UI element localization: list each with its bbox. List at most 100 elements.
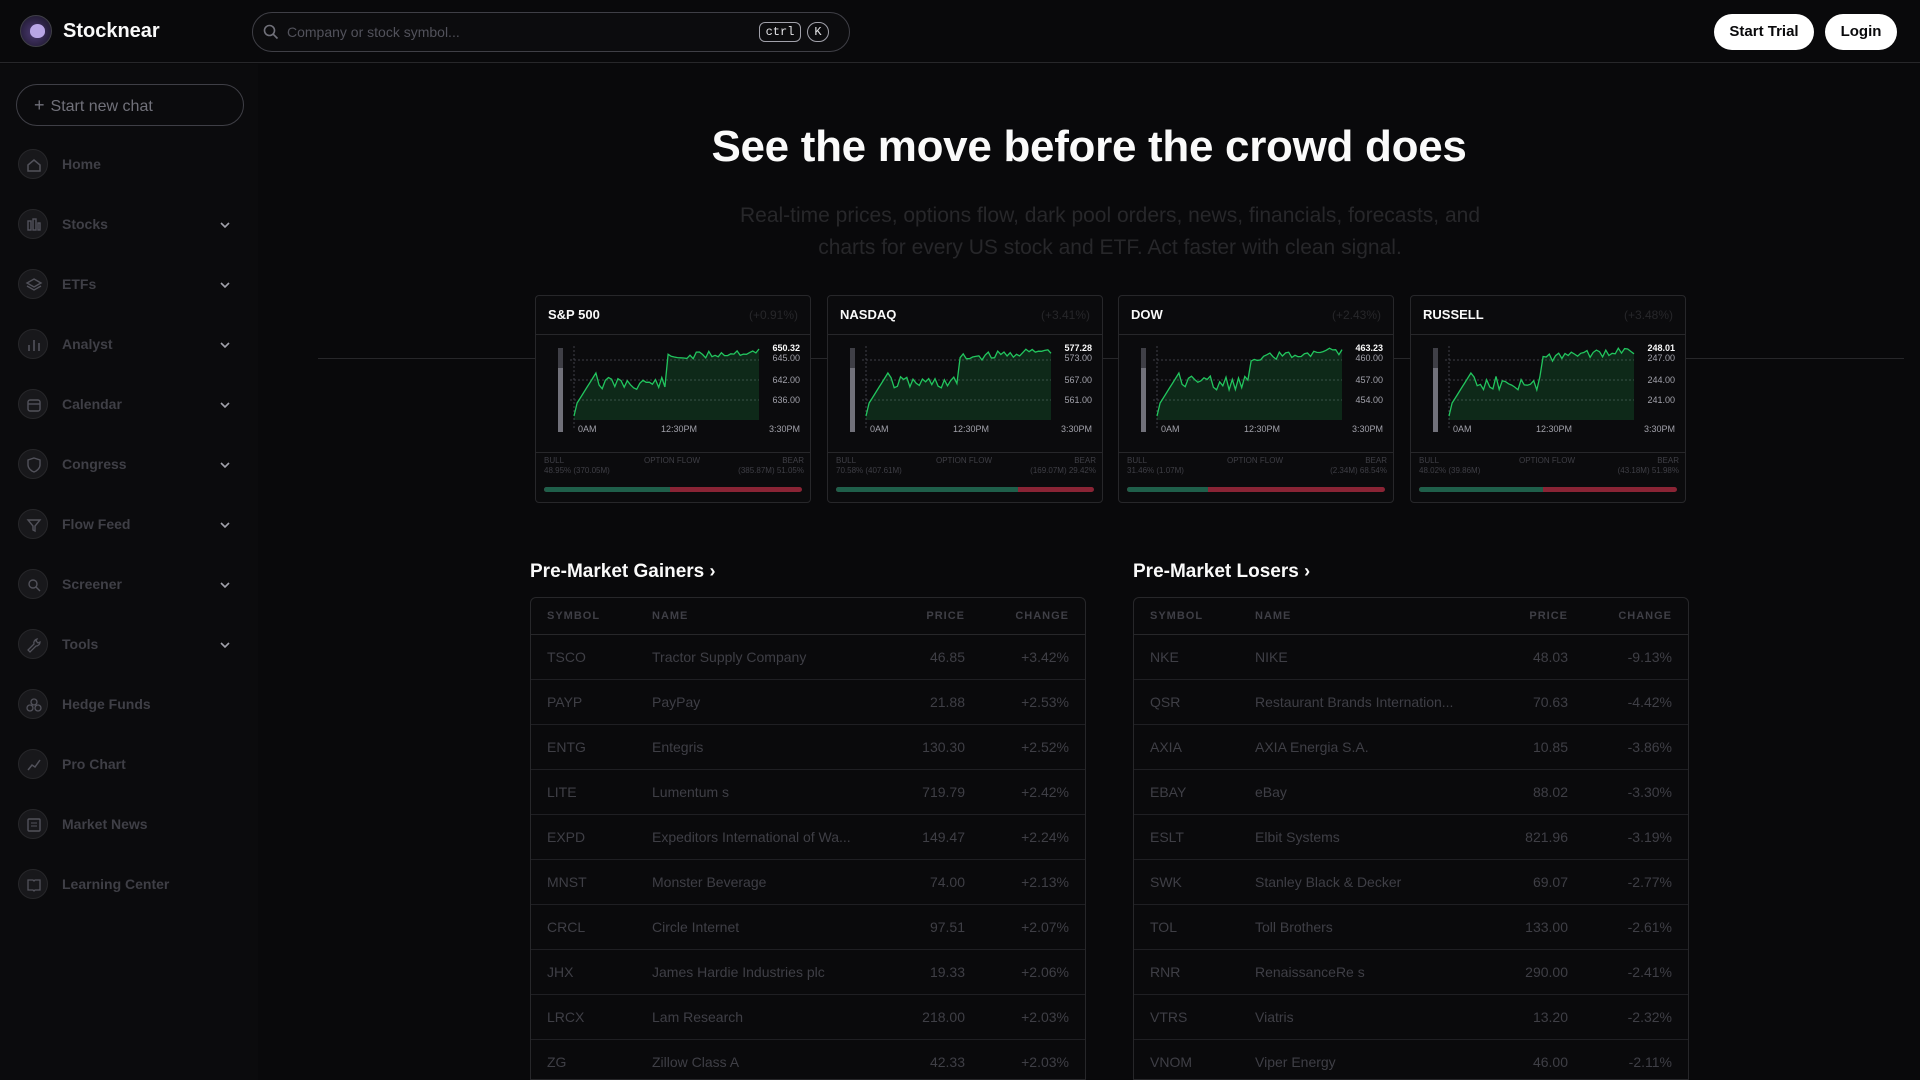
- chevron-down-icon[interactable]: [218, 518, 232, 532]
- cell-symbol[interactable]: SWK: [1150, 874, 1182, 890]
- sidebar-item-home[interactable]: Home: [16, 146, 242, 186]
- column-header-price[interactable]: PRICE: [1529, 610, 1568, 622]
- cell-symbol[interactable]: JHX: [547, 964, 574, 980]
- table-row[interactable]: SWK Stanley Black & Decker 69.07 -2.77%: [1134, 860, 1688, 905]
- option-flow-summary: BULL OPTION FLOW BEAR 48.95% (370.05M) (385.…: [544, 456, 804, 475]
- table-row[interactable]: QSR Restaurant Brands Internation... 70.63…: [1134, 680, 1688, 725]
- table-row[interactable]: NKE NIKE 48.03 -9.13%: [1134, 635, 1688, 680]
- chevron-down-icon[interactable]: [218, 338, 232, 352]
- cell-symbol[interactable]: VTRS: [1150, 1009, 1188, 1025]
- chevron-down-icon[interactable]: [218, 278, 232, 292]
- volume-bar: [1433, 368, 1438, 432]
- table-row[interactable]: AXIA AXIA Energia S.A. 10.85 -3.86%: [1134, 725, 1688, 770]
- column-header-name[interactable]: NAME: [652, 610, 689, 622]
- index-name: NASDAQ: [840, 307, 897, 322]
- sidebar-item-label: Market News: [62, 816, 148, 832]
- cell-symbol[interactable]: QSR: [1150, 694, 1181, 710]
- index-card-russell[interactable]: RUSSELL (+3.48%) 248.01 247.00 244.00 241.00 0…: [1410, 295, 1686, 503]
- table-row[interactable]: TSCO Tractor Supply Company 46.85 +3.42%: [531, 635, 1085, 680]
- search-input[interactable]: [287, 21, 727, 43]
- sidebar-item-tools[interactable]: Tools: [16, 626, 242, 666]
- index-change: (+3.41%): [1040, 308, 1090, 322]
- cell-name: Viper Energy: [1255, 1054, 1336, 1070]
- cell-symbol[interactable]: MNST: [547, 874, 587, 890]
- cell-symbol[interactable]: ESLT: [1150, 829, 1184, 845]
- cell-symbol[interactable]: LRCX: [547, 1009, 585, 1025]
- index-card-dow[interactable]: DOW (+2.43%) 463.23 460.00 457.00 454.00 0AM 12…: [1118, 295, 1394, 503]
- logo-icon[interactable]: [20, 15, 52, 47]
- volume-bar: [850, 368, 855, 432]
- cell-symbol[interactable]: RNR: [1150, 964, 1181, 980]
- table-row[interactable]: VNOM Viper Energy 46.00 -2.11%: [1134, 1040, 1688, 1079]
- sidebar-item-learning-center[interactable]: Learning Center: [16, 866, 242, 906]
- sidebar-item-congress[interactable]: Congress: [16, 446, 242, 486]
- table-row[interactable]: RNR RenaissanceRe s 290.00 -2.41%: [1134, 950, 1688, 995]
- table-row[interactable]: ENTG Entegris 130.30 +2.52%: [531, 725, 1085, 770]
- cell-symbol[interactable]: EBAY: [1150, 784, 1187, 800]
- start-new-chat-button[interactable]: + Start new chat: [16, 84, 244, 126]
- column-header-change[interactable]: CHANGE: [1618, 610, 1672, 622]
- cell-change: -2.61%: [1627, 919, 1672, 935]
- x-tick-label: 0AM: [870, 424, 889, 434]
- table-row[interactable]: TOL Toll Brothers 133.00 -2.61%: [1134, 905, 1688, 950]
- cell-name: Circle Internet: [652, 919, 740, 935]
- cell-price: 149.47: [922, 829, 965, 845]
- table-row[interactable]: ESLT Elbit Systems 821.96 -3.19%: [1134, 815, 1688, 860]
- chevron-down-icon[interactable]: [218, 218, 232, 232]
- login-button[interactable]: Login: [1825, 14, 1897, 50]
- cell-change: -2.41%: [1627, 964, 1672, 980]
- table-row[interactable]: VTRS Viatris 13.20 -2.32%: [1134, 995, 1688, 1040]
- sidebar-item-calendar[interactable]: Calendar: [16, 386, 242, 426]
- table-row[interactable]: EBAY eBay 88.02 -3.30%: [1134, 770, 1688, 815]
- losers-title[interactable]: Pre-Market Losers ›: [1133, 561, 1311, 582]
- column-header-change[interactable]: CHANGE: [1015, 610, 1069, 622]
- cell-symbol[interactable]: CRCL: [547, 919, 586, 935]
- chevron-down-icon[interactable]: [218, 458, 232, 472]
- cell-symbol[interactable]: EXPD: [547, 829, 586, 845]
- cell-symbol[interactable]: ZG: [547, 1054, 567, 1070]
- start-trial-button[interactable]: Start Trial: [1714, 14, 1814, 50]
- table-row[interactable]: JHX James Hardie Industries plc 19.33 +2.06…: [531, 950, 1085, 995]
- table-row[interactable]: LITE Lumentum s 719.79 +2.42%: [531, 770, 1085, 815]
- table-row[interactable]: EXPD Expeditors International of Wa... 149…: [531, 815, 1085, 860]
- chevron-down-icon[interactable]: [218, 638, 232, 652]
- table-row[interactable]: PAYP PayPay 21.88 +2.53%: [531, 680, 1085, 725]
- cell-symbol[interactable]: TOL: [1150, 919, 1177, 935]
- cell-symbol[interactable]: NKE: [1150, 649, 1179, 665]
- chevron-down-icon[interactable]: [218, 398, 232, 412]
- index-change: (+0.91%): [748, 308, 798, 322]
- column-header-name[interactable]: NAME: [1255, 610, 1292, 622]
- chevron-down-icon[interactable]: [218, 578, 232, 592]
- cell-symbol[interactable]: AXIA: [1150, 739, 1182, 755]
- gainers-title[interactable]: Pre-Market Gainers ›: [530, 561, 716, 582]
- bull-share-fill: [836, 487, 1019, 492]
- cell-symbol[interactable]: LITE: [547, 784, 577, 800]
- sidebar-item-screener[interactable]: Screener: [16, 566, 242, 606]
- cell-symbol[interactable]: ENTG: [547, 739, 586, 755]
- sidebar-item-flow-feed[interactable]: Flow Feed: [16, 506, 242, 546]
- column-header-price[interactable]: PRICE: [926, 610, 965, 622]
- table-row[interactable]: CRCL Circle Internet 97.51 +2.07%: [531, 905, 1085, 950]
- brand-name[interactable]: Stocknear: [63, 20, 160, 42]
- sidebar-item-hedge-funds[interactable]: Hedge Funds: [16, 686, 242, 726]
- cell-symbol[interactable]: PAYP: [547, 694, 583, 710]
- column-header-symbol[interactable]: SYMBOL: [1150, 610, 1204, 622]
- search-bar[interactable]: ctrl K: [252, 12, 850, 52]
- table-row[interactable]: LRCX Lam Research 218.00 +2.03%: [531, 995, 1085, 1040]
- sidebar-item-stocks[interactable]: Stocks: [16, 206, 242, 246]
- column-header-symbol[interactable]: SYMBOL: [547, 610, 601, 622]
- cell-change: +2.52%: [1021, 739, 1069, 755]
- cell-change: +2.03%: [1021, 1009, 1069, 1025]
- index-card-nasdaq[interactable]: NASDAQ (+3.41%) 577.28 573.00 567.00 561.00 0A…: [827, 295, 1103, 503]
- sidebar-item-analyst[interactable]: Analyst: [16, 326, 242, 366]
- sidebar-item-market-news[interactable]: Market News: [16, 806, 242, 846]
- cell-symbol[interactable]: TSCO: [547, 649, 586, 665]
- cell-symbol[interactable]: VNOM: [1150, 1054, 1192, 1070]
- cell-name: AXIA Energia S.A.: [1255, 739, 1369, 755]
- sidebar-item-etfs[interactable]: ETFs: [16, 266, 242, 306]
- table-row[interactable]: ZG Zillow Class A 42.33 +2.03%: [531, 1040, 1085, 1079]
- index-card-s-p-500[interactable]: S&P 500 (+0.91%) 650.32 645.00 642.00 636.00 0…: [535, 295, 811, 503]
- sidebar-item-pro-chart[interactable]: Pro Chart: [16, 746, 242, 786]
- table-row[interactable]: MNST Monster Beverage 74.00 +2.13%: [531, 860, 1085, 905]
- book-icon: [18, 869, 48, 899]
